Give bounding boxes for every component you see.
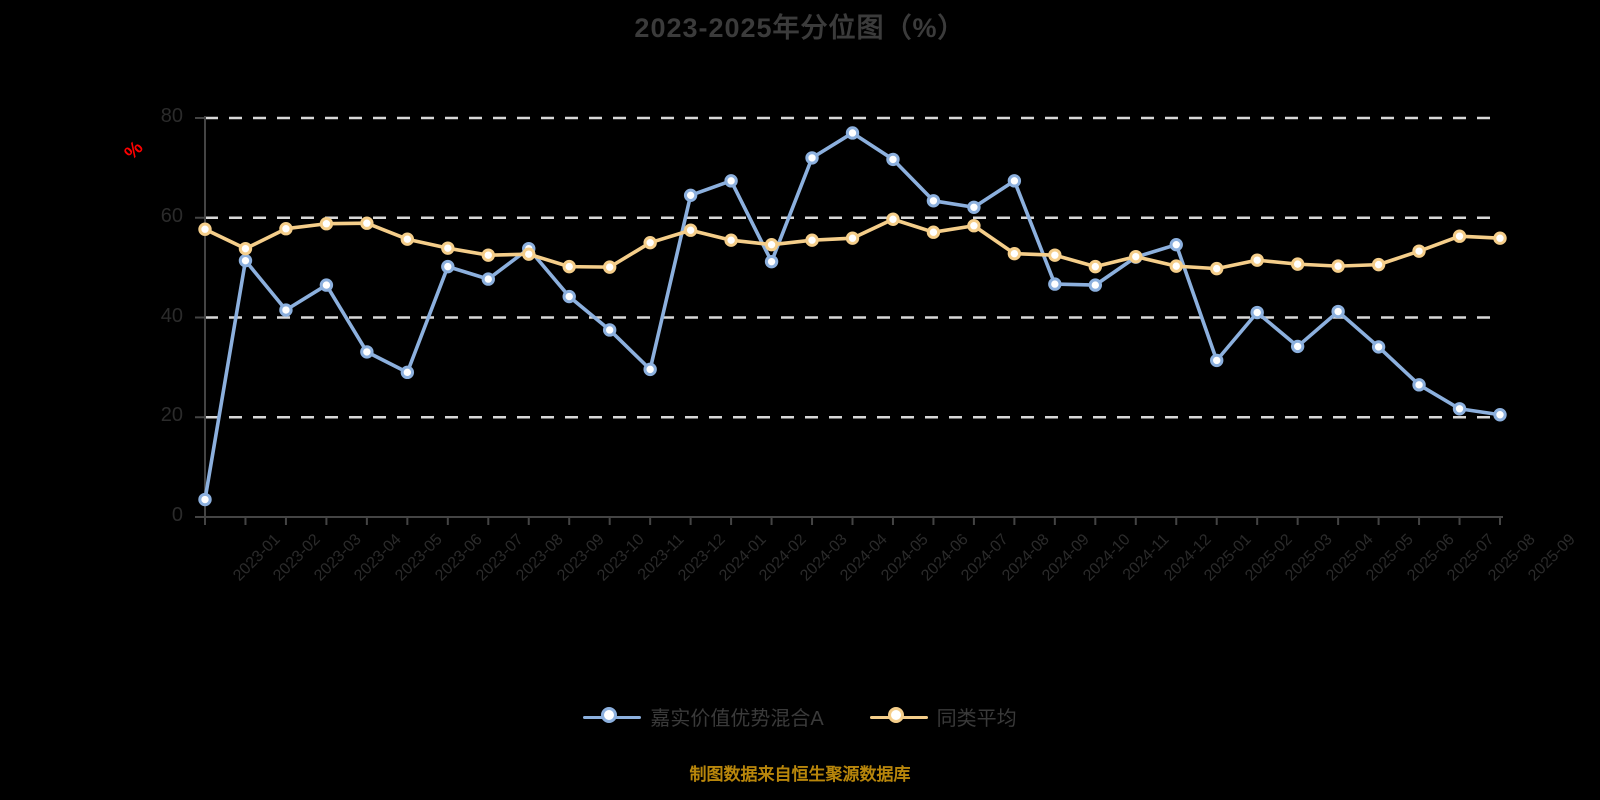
legend-marker-icon	[869, 703, 928, 731]
data-point	[1412, 378, 1426, 392]
data-point	[360, 345, 374, 359]
data-point	[602, 323, 617, 337]
data-point	[522, 247, 536, 261]
data-point	[967, 200, 981, 214]
data-point	[1452, 402, 1467, 416]
data-point	[562, 259, 576, 274]
data-point	[1088, 259, 1103, 274]
data-point	[1048, 277, 1062, 291]
data-point	[441, 241, 455, 255]
data-point	[1129, 249, 1143, 264]
data-point	[562, 289, 576, 304]
data-point	[1210, 261, 1224, 276]
data-point	[1007, 246, 1022, 261]
data-point	[319, 278, 334, 292]
data-point	[481, 248, 495, 262]
data-point	[764, 237, 779, 252]
data-point	[683, 188, 698, 203]
data-point	[683, 223, 698, 237]
data-point	[967, 219, 981, 233]
data-point	[724, 233, 738, 247]
legend-marker-icon	[583, 703, 642, 731]
data-point	[1210, 353, 1224, 368]
y-axis-tick-label: 20	[160, 404, 183, 427]
data-point	[926, 194, 941, 208]
data-point	[1493, 408, 1507, 422]
y-axis-tick-label: 80	[160, 105, 183, 127]
data-point	[238, 241, 253, 256]
data-point	[1290, 339, 1305, 354]
y-axis-tick-label: 60	[160, 204, 183, 227]
data-point	[1250, 253, 1264, 267]
series-1	[198, 126, 1507, 507]
data-point	[886, 152, 900, 167]
legend-dot	[887, 706, 904, 723]
data-point	[279, 222, 293, 236]
legend-label: 嘉实价值优势混合A	[650, 708, 824, 730]
data-point	[805, 233, 819, 247]
data-point	[360, 216, 374, 230]
data-point	[238, 253, 253, 268]
data-point	[643, 362, 657, 377]
legend-dot	[601, 706, 618, 723]
data-point	[279, 303, 293, 317]
data-point	[764, 254, 779, 269]
source-note: 制图数据来自恒生聚源数据库	[689, 765, 911, 784]
data-point	[1250, 305, 1264, 320]
y-axis-tick-label: 40	[160, 304, 183, 327]
data-point	[1371, 257, 1386, 272]
chart-legend: 嘉实价值优势混合A 同类平均	[0, 702, 1600, 731]
data-point	[1493, 231, 1507, 245]
data-point	[805, 151, 819, 165]
data-point	[886, 212, 900, 226]
data-point	[400, 365, 415, 380]
data-point	[1412, 244, 1426, 258]
data-point	[400, 232, 415, 246]
page-title: 2023-2025年分位图（%）	[634, 13, 966, 43]
legend-label: 同类平均	[936, 708, 1017, 730]
data-point	[1331, 304, 1345, 319]
data-point	[1452, 229, 1467, 243]
data-point	[1371, 340, 1386, 354]
data-point	[1048, 248, 1062, 262]
data-point	[198, 492, 212, 507]
data-point	[1169, 259, 1183, 273]
data-point	[1290, 257, 1305, 271]
data-point	[724, 174, 738, 188]
data-point	[1169, 237, 1183, 252]
data-point	[1007, 174, 1022, 188]
data-point	[198, 222, 212, 236]
data-point	[845, 231, 860, 245]
data-point	[1331, 259, 1345, 273]
data-point	[643, 235, 657, 250]
data-point	[319, 217, 334, 231]
data-point	[845, 126, 860, 140]
legend-item-2[interactable]: 同类平均	[869, 702, 1017, 731]
data-point	[481, 272, 495, 286]
series-2	[198, 212, 1507, 276]
legend-item-1[interactable]: 嘉实价值优势混合A	[583, 702, 824, 731]
data-point	[1088, 278, 1103, 292]
data-point	[926, 225, 941, 239]
y-axis-tick-label: 0	[171, 504, 183, 526]
data-point	[441, 259, 455, 274]
data-point	[602, 260, 617, 274]
